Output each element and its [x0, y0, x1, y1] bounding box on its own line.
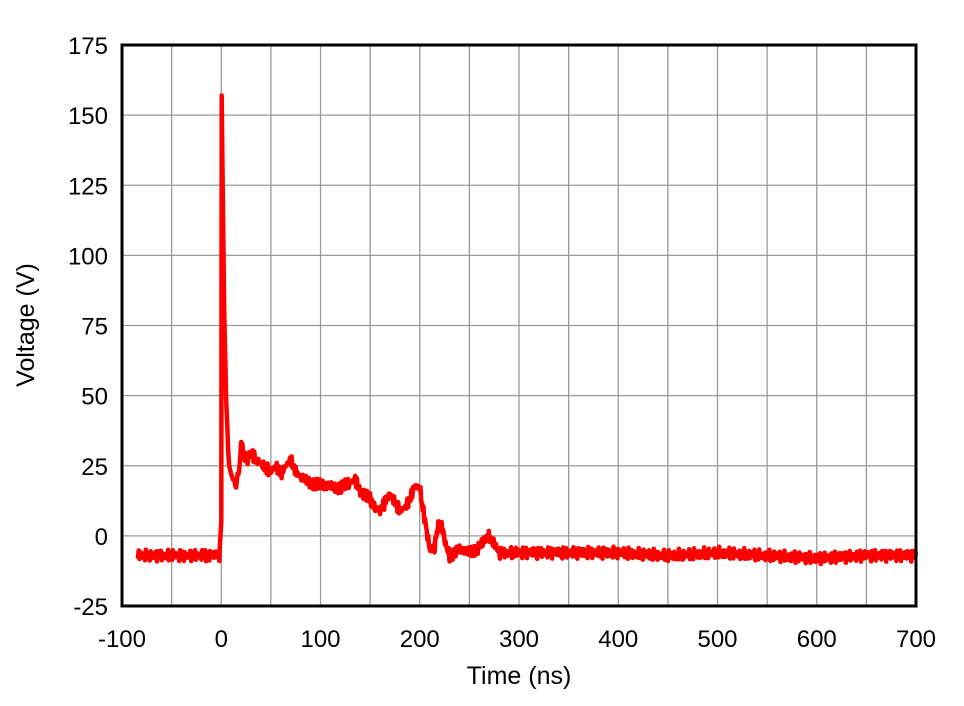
- x-tick-label: 0: [215, 626, 228, 653]
- x-tick-label: 100: [300, 626, 340, 653]
- x-tick-label: 500: [697, 626, 737, 653]
- x-tick-label: -100: [98, 626, 146, 653]
- y-axis-label: Voltage (V): [12, 263, 40, 387]
- x-tick-label: 700: [896, 626, 936, 653]
- y-tick-label: 150: [68, 103, 108, 130]
- y-tick-label: 100: [68, 243, 108, 270]
- y-tick-label: 125: [68, 173, 108, 200]
- x-tick-labels: -100 0 100 200 300 400 500 600 700: [98, 626, 936, 653]
- y-tick-labels: -25 0 25 50 75 100 125 150 175: [68, 33, 108, 621]
- grid-lines: [122, 45, 916, 606]
- series-layer: [135, 93, 919, 567]
- x-axis-label: Time (ns): [467, 662, 572, 690]
- x-tick-label: 300: [499, 626, 539, 653]
- y-tick-label: 75: [81, 314, 108, 341]
- y-tick-label: 50: [81, 384, 108, 411]
- y-tick-label: 25: [81, 454, 108, 481]
- y-tick-label: 0: [95, 524, 108, 551]
- x-tick-label: 600: [797, 626, 837, 653]
- y-tick-label: -25: [73, 594, 108, 621]
- series-line: [135, 93, 919, 567]
- x-tick-label: 200: [400, 626, 440, 653]
- plot-frame: [120, 43, 918, 608]
- x-tick-label: 400: [598, 626, 638, 653]
- y-tick-label: 175: [68, 33, 108, 60]
